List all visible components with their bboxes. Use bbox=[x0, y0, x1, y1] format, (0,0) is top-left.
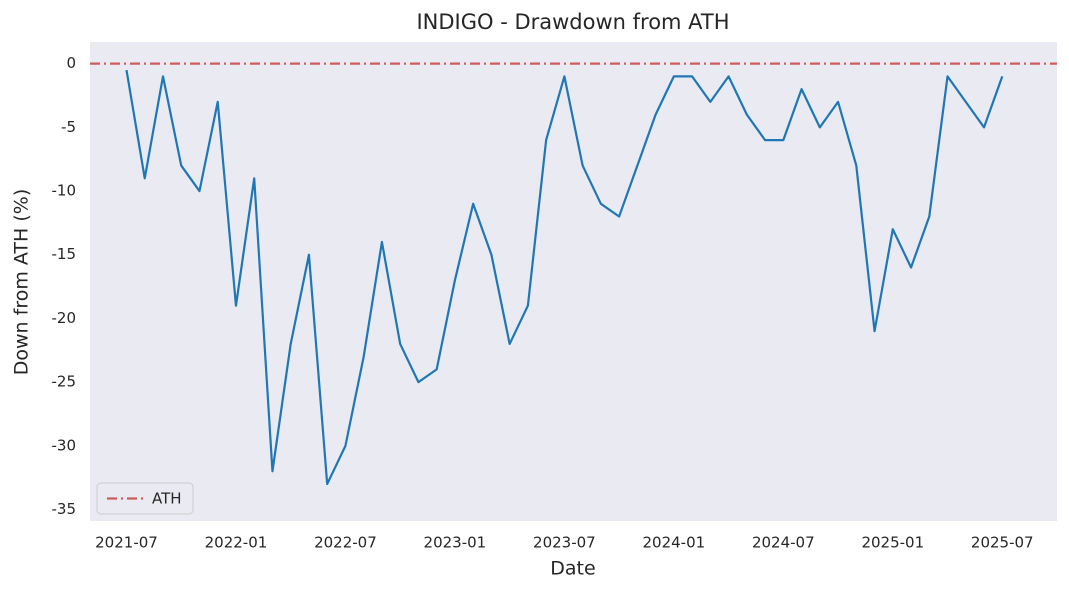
x-tick-label: 2024-07 bbox=[752, 534, 815, 552]
x-tick-label: 2023-01 bbox=[424, 534, 487, 552]
x-tick-label: 2022-07 bbox=[314, 534, 377, 552]
x-tick-label: 2025-07 bbox=[971, 534, 1034, 552]
y-tick-label: 0 bbox=[66, 54, 76, 72]
legend-box bbox=[96, 482, 194, 515]
plot-area bbox=[90, 42, 1057, 521]
y-tick-label: -10 bbox=[52, 182, 77, 200]
x-axis-label: Date bbox=[550, 558, 595, 580]
y-tick-label: -35 bbox=[52, 500, 77, 518]
x-tick-label: 2021-07 bbox=[95, 534, 158, 552]
legend-label: ATH bbox=[152, 490, 182, 508]
y-tick-label: -30 bbox=[52, 436, 77, 454]
y-tick-label: -25 bbox=[52, 373, 77, 391]
y-axis-label: Down from ATH (%) bbox=[11, 189, 33, 375]
x-tick-label: 2023-07 bbox=[533, 534, 596, 552]
y-tick-label: -15 bbox=[52, 245, 77, 263]
chart-title: INDIGO - Drawdown from ATH bbox=[416, 10, 729, 34]
y-tick-label: -20 bbox=[52, 309, 77, 327]
x-tick-label: 2025-01 bbox=[861, 534, 924, 552]
x-tick-label: 2022-01 bbox=[205, 534, 268, 552]
data-line bbox=[125, 69, 1004, 486]
y-tick-label: -5 bbox=[61, 118, 76, 136]
x-tick-label: 2024-01 bbox=[643, 534, 706, 552]
